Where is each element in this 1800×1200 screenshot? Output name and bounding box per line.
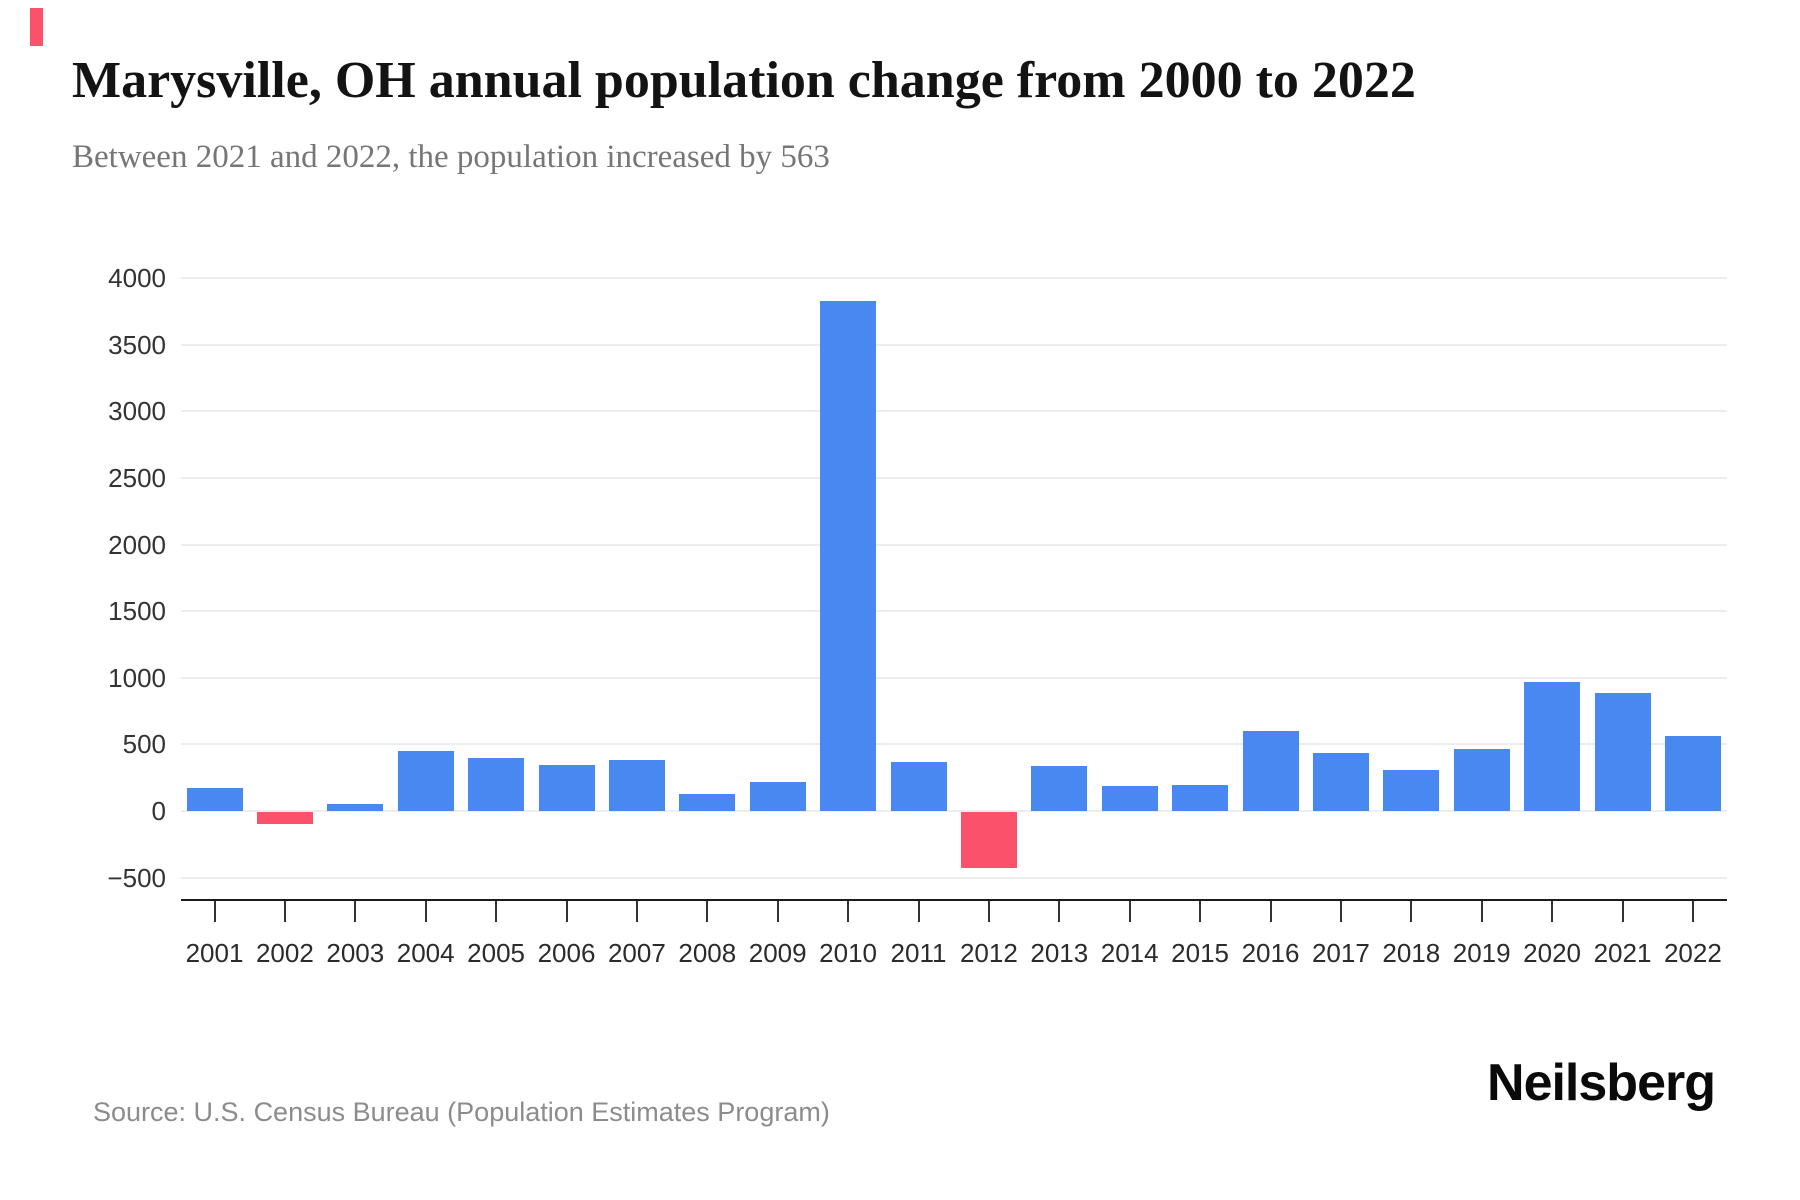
x-axis-label-2004: 2004 — [396, 938, 455, 968]
bar-2014[interactable] — [1101, 785, 1158, 811]
x-axis-tick-2010 — [847, 901, 850, 922]
x-axis-label-2012: 2012 — [959, 938, 1018, 968]
x-axis-label-2011: 2011 — [890, 938, 947, 968]
x-axis-label-2003: 2003 — [326, 938, 385, 968]
x-axis-label-2015: 2015 — [1171, 938, 1230, 968]
bar-2021[interactable] — [1594, 693, 1651, 811]
x-axis-label-2007: 2007 — [607, 938, 666, 968]
x-axis-tick-2012 — [987, 901, 990, 922]
gridline-1000 — [181, 676, 1727, 679]
bar-2003[interactable] — [327, 804, 384, 811]
bar-2008[interactable] — [679, 793, 736, 811]
gridline--500 — [181, 876, 1727, 879]
gridline-1500 — [181, 610, 1727, 613]
bar-2001[interactable] — [186, 788, 243, 811]
y-axis-label-4000: 4000 — [108, 263, 166, 294]
gridline-500 — [181, 743, 1727, 746]
y-axis-label-3000: 3000 — [108, 396, 166, 427]
x-axis-tick-2003 — [354, 901, 357, 922]
y-axis-label-1500: 1500 — [108, 596, 166, 627]
x-axis-label-2008: 2008 — [678, 938, 737, 968]
x-axis-label-2021: 2021 — [1593, 938, 1652, 968]
x-axis-tick-2014 — [1128, 901, 1131, 922]
x-axis-label-2001: 2001 — [185, 938, 244, 968]
bar-2012[interactable] — [960, 812, 1017, 868]
x-axis-tick-2009 — [776, 901, 779, 922]
gridline-2000 — [181, 543, 1727, 546]
bar-2004[interactable] — [397, 751, 454, 811]
x-axis-label-2010: 2010 — [819, 938, 878, 968]
neilsberg-logo: Neilsberg — [1487, 1054, 1716, 1112]
gridline-0 — [181, 810, 1727, 812]
chart-title: Marysville, OH annual population change … — [72, 52, 1416, 109]
source-note: Source: U.S. Census Bureau (Population E… — [93, 1097, 830, 1127]
x-axis-label-2014: 2014 — [1100, 938, 1159, 968]
x-axis-label-2005: 2005 — [467, 938, 526, 968]
bar-2020[interactable] — [1524, 681, 1581, 811]
x-axis-label-2017: 2017 — [1311, 938, 1370, 968]
bar-2011[interactable] — [890, 761, 947, 811]
x-axis-label-2020: 2020 — [1523, 938, 1582, 968]
y-axis-label--500: −500 — [107, 862, 166, 893]
y-axis-label-1000: 1000 — [108, 662, 166, 693]
x-axis-label-2019: 2019 — [1452, 938, 1511, 968]
x-axis-tick-2002 — [283, 901, 286, 922]
bar-2006[interactable] — [538, 765, 595, 811]
y-axis-label-3500: 3500 — [108, 329, 166, 360]
y-axis-label-0: 0 — [151, 796, 166, 826]
gridline-2500 — [181, 477, 1727, 479]
bar-2017[interactable] — [1312, 753, 1369, 811]
x-axis-tick-2015 — [1199, 901, 1202, 922]
bar-2022[interactable] — [1664, 736, 1721, 811]
x-axis-label-2022: 2022 — [1663, 938, 1722, 968]
x-axis-tick-2020 — [1551, 901, 1554, 922]
x-axis-tick-2005 — [495, 901, 498, 922]
bar-2002[interactable] — [256, 812, 313, 824]
bar-2009[interactable] — [749, 782, 806, 811]
x-axis-tick-2004 — [424, 901, 427, 922]
bar-2019[interactable] — [1453, 749, 1510, 811]
gridline-3500 — [181, 343, 1727, 346]
x-axis-tick-2007 — [635, 901, 638, 922]
x-axis-label-2002: 2002 — [255, 938, 314, 968]
x-axis-tick-2001 — [213, 901, 216, 922]
chart-subtitle: Between 2021 and 2022, the population in… — [72, 139, 830, 175]
x-axis-tick-2013 — [1058, 901, 1061, 922]
x-axis-label-2016: 2016 — [1241, 938, 1300, 968]
bar-2010[interactable] — [820, 300, 877, 811]
bar-2005[interactable] — [468, 757, 525, 811]
x-axis-tick-2021 — [1621, 901, 1624, 922]
bar-2016[interactable] — [1242, 731, 1299, 811]
bar-2018[interactable] — [1383, 770, 1440, 811]
x-axis-label-2009: 2009 — [748, 938, 807, 968]
gridline-4000 — [181, 277, 1727, 280]
bar-2007[interactable] — [608, 759, 665, 811]
x-axis-label-2013: 2013 — [1030, 938, 1089, 968]
x-axis-line — [181, 899, 1727, 901]
y-axis-label-500: 500 — [122, 729, 166, 760]
y-axis-label-2500: 2500 — [108, 463, 166, 493]
x-axis-tick-2008 — [706, 901, 709, 922]
gridline-3000 — [181, 410, 1727, 413]
x-axis-tick-2019 — [1480, 901, 1483, 922]
bar-2015[interactable] — [1172, 785, 1229, 811]
x-axis-tick-2018 — [1410, 901, 1413, 922]
x-axis-label-2018: 2018 — [1382, 938, 1441, 968]
x-axis-label-2006: 2006 — [537, 938, 596, 968]
x-axis-tick-2017 — [1339, 901, 1342, 922]
x-axis-tick-2016 — [1269, 901, 1272, 922]
bar-chart-plot-area: 4000 3500 3000 2500 2000 1500 1000 500 0 −500 2001… — [107, 263, 1727, 968]
x-axis-tick-2022 — [1691, 901, 1694, 922]
brand-accent-mark — [30, 8, 43, 46]
x-axis-tick-2011 — [917, 901, 920, 922]
bar-2013[interactable] — [1031, 766, 1088, 811]
x-axis-tick-2006 — [565, 901, 568, 922]
y-axis-label-2000: 2000 — [108, 529, 166, 560]
